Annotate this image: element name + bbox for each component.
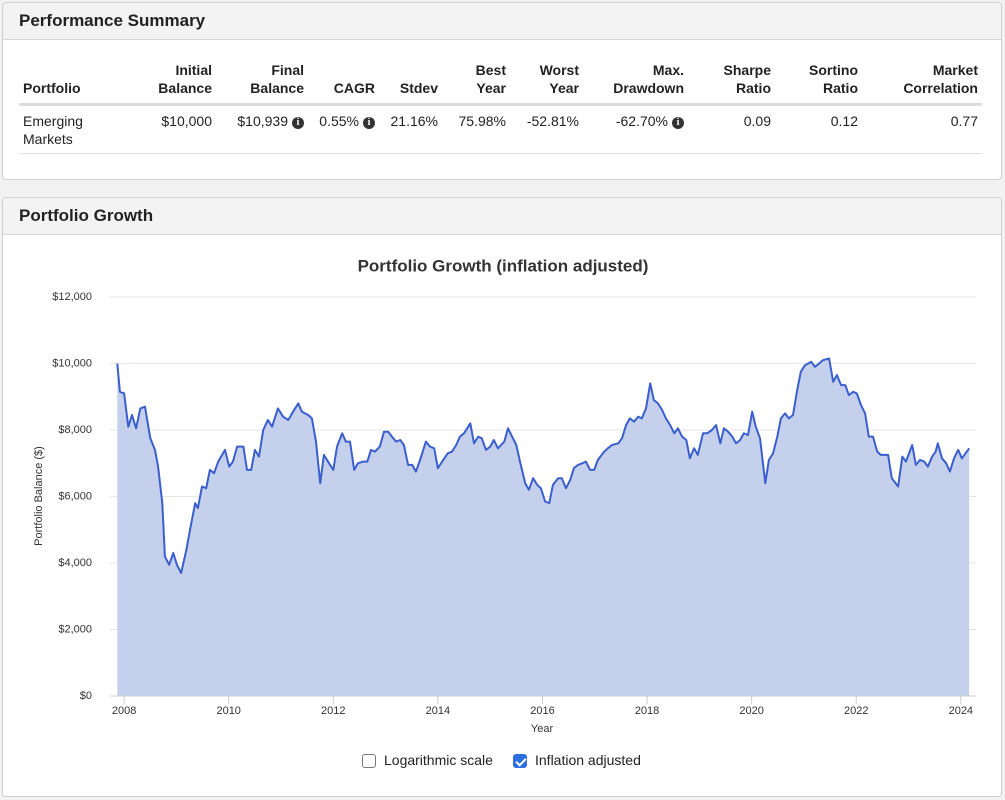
column-header: Sharpe Ratio — [688, 59, 775, 106]
y-tick-label: $6,000 — [58, 490, 92, 502]
column-header: Stdev — [379, 59, 442, 106]
column-header: Worst Year — [510, 59, 583, 106]
x-tick-label: 2024 — [949, 705, 973, 717]
table-cell: 0.55% i — [308, 104, 379, 154]
x-tick-label: 2016 — [530, 705, 554, 717]
table-cell: 21.16% — [379, 104, 442, 154]
table-cell: 0.09 — [688, 104, 775, 154]
log-scale-control[interactable]: Logarithmic scale — [362, 750, 493, 770]
table-cell: 0.77 — [862, 104, 982, 154]
column-header: Portfolio — [19, 59, 131, 106]
x-axis-label: Year — [531, 723, 554, 735]
y-tick-label: $8,000 — [58, 424, 92, 436]
performance-table: Portfolio Initial Balance Final Balance CAG… — [19, 59, 982, 154]
panel-title: Performance Summary — [3, 3, 1001, 40]
x-tick-label: 2022 — [844, 705, 868, 717]
info-icon[interactable]: i — [672, 117, 684, 129]
inflation-control[interactable]: Inflation adjusted — [513, 750, 641, 770]
cell-text: 0.09 — [743, 113, 771, 129]
cell-text: 0.77 — [950, 113, 978, 129]
column-header: Initial Balance — [131, 59, 216, 106]
checkbox-label[interactable]: Inflation adjusted — [535, 752, 641, 768]
y-tick-label: $0 — [80, 690, 92, 702]
cell-text: 0.12 — [830, 113, 858, 129]
cell-text: Emerging Markets — [23, 113, 83, 147]
info-icon[interactable]: i — [292, 117, 304, 129]
table-cell: Emerging Markets — [19, 104, 131, 154]
column-header: Sortino Ratio — [775, 59, 862, 106]
table-cell: 75.98% — [442, 104, 510, 154]
x-tick-label: 2012 — [321, 705, 345, 717]
column-header: CAGR — [308, 59, 379, 106]
cell-text: -52.81% — [526, 113, 579, 129]
cell-text: 21.16% — [390, 113, 438, 129]
y-axis-label: Portfolio Balance ($) — [33, 446, 45, 546]
y-tick-label: $12,000 — [52, 291, 92, 303]
table-row: Emerging Markets $10,000 $10,939 i 0.55% i 21.… — [19, 104, 982, 154]
checkbox-label[interactable]: Logarithmic scale — [384, 752, 493, 768]
x-tick-label: 2014 — [426, 705, 450, 717]
x-tick-label: 2018 — [635, 705, 659, 717]
cell-text: 0.55% — [319, 113, 359, 129]
x-tick-label: 2008 — [112, 705, 136, 717]
table-cell: 0.12 — [775, 104, 862, 154]
checkbox[interactable] — [513, 754, 527, 768]
checkbox[interactable] — [362, 754, 376, 768]
info-icon[interactable]: i — [363, 117, 375, 129]
line — [116, 357, 971, 574]
column-header: Best Year — [442, 59, 510, 106]
x-tick-label: 2020 — [739, 705, 763, 717]
table-cell: -62.70% i — [583, 104, 688, 154]
cell-text: 75.98% — [458, 113, 506, 129]
y-tick-label: $2,000 — [58, 623, 92, 635]
area — [117, 358, 970, 696]
cell-text: $10,939 — [237, 113, 288, 129]
y-tick-label: $4,000 — [58, 557, 92, 569]
cell-text: $10,000 — [161, 113, 212, 129]
table-cell: $10,939 i — [216, 104, 308, 154]
column-header: Market Correlation — [862, 59, 982, 106]
performance-panel: Performance Summary Portfolio Initial Bal… — [2, 2, 1002, 180]
table-cell: -52.81% — [510, 104, 583, 154]
cell-text: -62.70% — [615, 113, 668, 129]
x-tick-label: 2010 — [216, 705, 240, 717]
column-header: Max. Drawdown — [583, 59, 688, 106]
y-tick-label: $10,000 — [52, 357, 92, 369]
panel-title: Portfolio Growth — [3, 198, 1001, 235]
column-header: Final Balance — [216, 59, 308, 106]
table-cell: $10,000 — [131, 104, 216, 154]
chart-title: Portfolio Growth (inflation adjusted) — [358, 256, 649, 275]
